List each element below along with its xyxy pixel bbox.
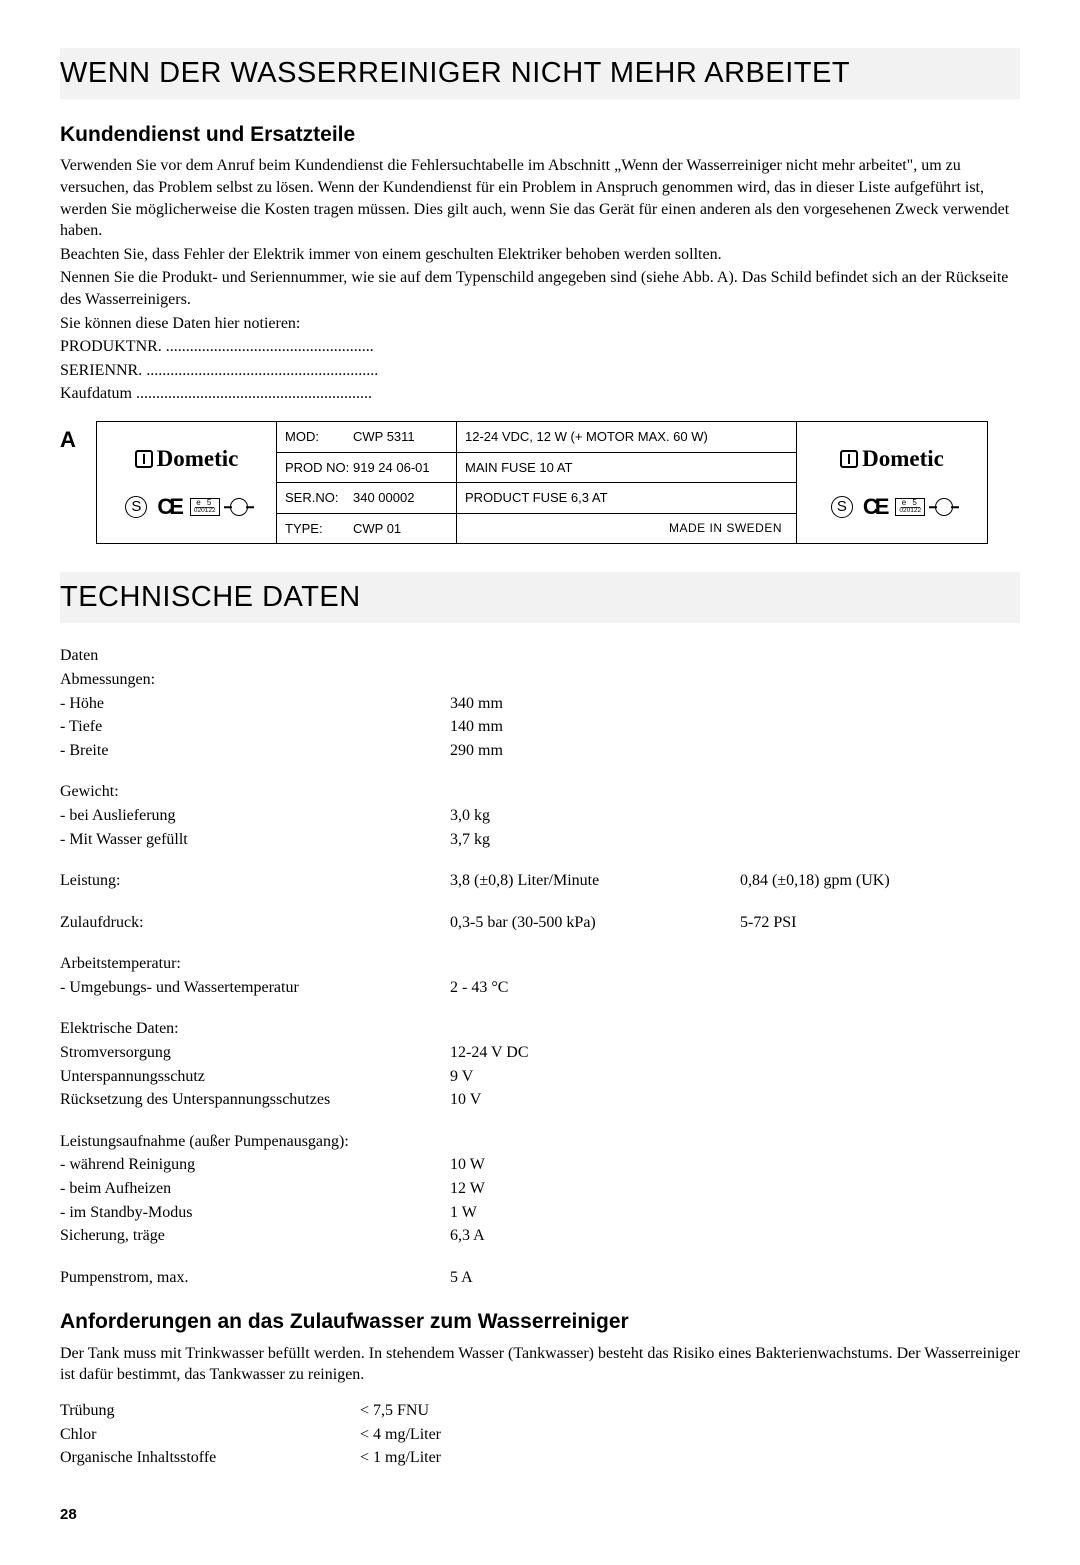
nameplate-figure: A Dometic S CE e 5020122 MOD: CWP 5311 1… <box>60 421 1020 544</box>
row-pw-heat-l: - beim Aufheizen <box>60 1178 450 1200</box>
nameplate-logo-left: Dometic S CE e 5020122 <box>97 422 277 543</box>
service-para-4: Sie können diese Daten hier notieren: <box>60 313 1020 335</box>
tech-data-heading: Daten <box>60 645 1020 667</box>
row-perf-v2: 0,84 (±0,18) gpm (UK) <box>740 870 1020 892</box>
row-depth-l: - Tiefe <box>60 716 450 738</box>
nameplate-type-label: TYPE: <box>285 520 353 538</box>
nameplate-mod: MOD: CWP 5311 <box>277 422 457 453</box>
fill-line-product: PRODUKTNR. .............................… <box>60 336 1020 358</box>
strike-circle-icon <box>230 498 248 516</box>
fill-line-serial: SERIENNR. ..............................… <box>60 360 1020 382</box>
subhead-water: Anforderungen an das Zulaufwasser zum Wa… <box>60 1308 1020 1336</box>
es-box-icon: e 5020122 <box>190 498 220 516</box>
row-uvp-l: Unterspannungsschutz <box>60 1066 450 1088</box>
strike-circle-icon-r <box>935 498 953 516</box>
row-pw-standby-v: 1 W <box>450 1202 740 1224</box>
tech-data-grid: Abmessungen: - Höhe340 mm - Tiefe140 mm … <box>60 669 1020 1288</box>
section-title-troubleshoot: WENN DER WASSERREINIGER NICHT MEHR ARBEI… <box>60 48 1020 99</box>
row-perf-l: Leistung: <box>60 870 450 892</box>
row-org-l: Organische Inhaltsstoffe <box>60 1447 360 1469</box>
row-chlor-l: Chlor <box>60 1424 360 1446</box>
row-height-l: - Höhe <box>60 693 450 715</box>
dometic-logo-left: Dometic <box>135 443 239 474</box>
row-depth-v: 140 mm <box>450 716 740 738</box>
nameplate-serno-value: 340 00002 <box>353 489 414 507</box>
row-width-v: 290 mm <box>450 740 740 762</box>
row-turb-v: < 7,5 FNU <box>360 1400 1020 1422</box>
row-press-v2: 5-72 PSI <box>740 912 1020 934</box>
nameplate-mod-value: CWP 5311 <box>353 428 415 446</box>
water-req-grid: Trübung< 7,5 FNU Chlor< 4 mg/Liter Organ… <box>60 1400 1020 1469</box>
nameplate-type-value: CWP 01 <box>353 520 401 538</box>
nameplate-madein: MADE IN SWEDEN <box>457 514 797 544</box>
nameplate-prodno-value: 919 24 06-01 <box>353 459 430 477</box>
dometic-logo-icon-r <box>840 450 858 468</box>
es-box-icon-r: e 5020122 <box>895 498 925 516</box>
row-weight-full-v: 3,7 kg <box>450 829 740 851</box>
row-fuse-l: Sicherung, träge <box>60 1225 450 1247</box>
row-weight-ship-v: 3,0 kg <box>450 805 740 827</box>
row-weight-full-l: - Mit Wasser gefüllt <box>60 829 450 851</box>
water-para: Der Tank muss mit Trinkwasser befüllt we… <box>60 1343 1020 1386</box>
ce-mark-icon: CE <box>157 492 180 522</box>
row-perf-v1: 3,8 (±0,8) Liter/Minute <box>450 870 740 892</box>
row-weight-head: Gewicht: <box>60 781 450 803</box>
row-temp-amb-l: - Umgebungs- und Wassertemperatur <box>60 977 450 999</box>
row-uvp-v: 9 V <box>450 1066 740 1088</box>
nameplate-mod-label: MOD: <box>285 428 353 446</box>
nameplate-productfuse: PRODUCT FUSE 6,3 AT <box>457 483 797 514</box>
row-press-l: Zulaufdruck: <box>60 912 450 934</box>
row-pw-standby-l: - im Standby-Modus <box>60 1202 450 1224</box>
dometic-logo-text-r: Dometic <box>862 443 944 474</box>
subhead-service: Kundendienst und Ersatzteile <box>60 121 1020 149</box>
row-height-v: 340 mm <box>450 693 740 715</box>
row-turb-l: Trübung <box>60 1400 360 1422</box>
nameplate-prodno-label: PROD NO: <box>285 459 353 477</box>
service-para-3: Nennen Sie die Produkt- und Seriennummer… <box>60 267 1020 310</box>
row-chlor-v: < 4 mg/Liter <box>360 1424 1020 1446</box>
nameplate-prodno: PROD NO: 919 24 06-01 <box>277 453 457 484</box>
row-pump-l: Pumpenstrom, max. <box>60 1267 450 1289</box>
dometic-logo-right: Dometic <box>840 443 944 474</box>
fill-line-date: Kaufdatum ..............................… <box>60 383 1020 405</box>
dometic-logo-text: Dometic <box>157 443 239 474</box>
nameplate-serno-label: SER.NO: <box>285 489 353 507</box>
service-para-1: Verwenden Sie vor dem Anruf beim Kundend… <box>60 155 1020 241</box>
page-number: 28 <box>60 1505 1020 1525</box>
nameplate-label-a: A <box>60 421 96 455</box>
row-supply-v: 12-24 V DC <box>450 1042 740 1064</box>
row-dim-head: Abmessungen: <box>60 669 450 691</box>
nameplate-logo-right: Dometic S CE e 5020122 <box>797 422 987 543</box>
nameplate-type: TYPE: CWP 01 <box>277 514 457 544</box>
nameplate-grid: Dometic S CE e 5020122 MOD: CWP 5311 12-… <box>96 421 988 544</box>
row-weight-ship-l: - bei Auslieferung <box>60 805 450 827</box>
nameplate-serno: SER.NO: 340 00002 <box>277 483 457 514</box>
row-uvp-reset-v: 10 V <box>450 1089 740 1111</box>
section-title-tech: TECHNISCHE DATEN <box>60 572 1020 623</box>
nameplate-volt: 12-24 VDC, 12 W (+ MOTOR MAX. 60 W) <box>457 422 797 453</box>
s-mark-icon-r: S <box>831 496 853 518</box>
s-mark-icon: S <box>125 496 147 518</box>
dometic-logo-icon <box>135 450 153 468</box>
row-pw-heat-v: 12 W <box>450 1178 740 1200</box>
row-temp-head: Arbeitstemperatur: <box>60 953 450 975</box>
row-pump-v: 5 A <box>450 1267 740 1289</box>
row-org-v: < 1 mg/Liter <box>360 1447 1020 1469</box>
row-press-v1: 0,3-5 bar (30-500 kPa) <box>450 912 740 934</box>
nameplate-mainfuse: MAIN FUSE 10 AT <box>457 453 797 484</box>
row-uvp-reset-l: Rücksetzung des Unterspannungsschutzes <box>60 1089 450 1111</box>
row-supply-l: Stromversorgung <box>60 1042 450 1064</box>
row-width-l: - Breite <box>60 740 450 762</box>
row-elec-head: Elektrische Daten: <box>60 1018 450 1040</box>
cert-row-right: S CE e 5020122 <box>831 492 953 522</box>
row-temp-amb-v: 2 - 43 °C <box>450 977 740 999</box>
row-fuse-v: 6,3 A <box>450 1225 740 1247</box>
ce-mark-icon-r: CE <box>863 492 886 522</box>
cert-row-left: S CE e 5020122 <box>125 492 247 522</box>
row-pw-clean-v: 10 W <box>450 1154 740 1176</box>
row-pw-clean-l: - während Reinigung <box>60 1154 450 1176</box>
service-para-2: Beachten Sie, dass Fehler der Elektrik i… <box>60 244 1020 266</box>
row-power-head: Leistungsaufnahme (außer Pumpenausgang): <box>60 1131 450 1153</box>
